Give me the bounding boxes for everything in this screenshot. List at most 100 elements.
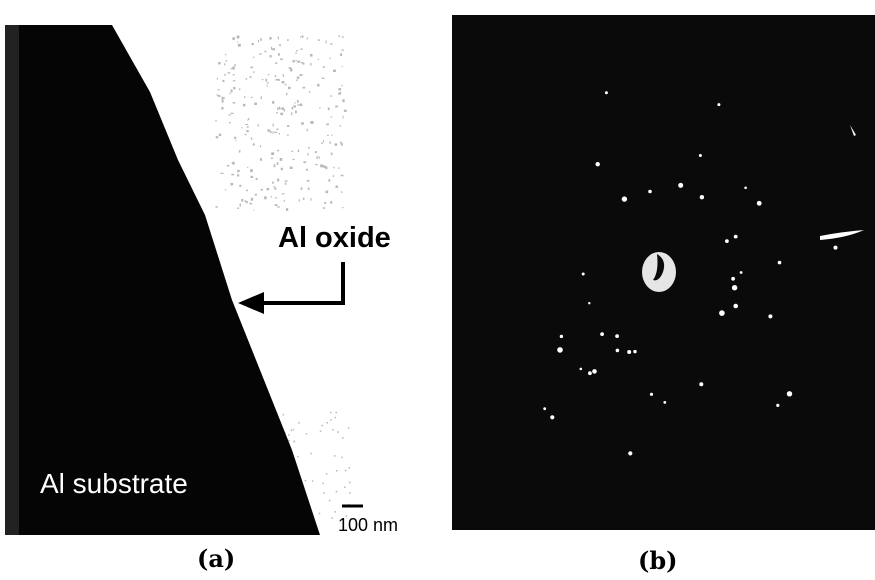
oxide-speckle: [325, 190, 329, 194]
diffraction-spot: [648, 189, 652, 194]
oxide-speckle: [254, 193, 257, 196]
oxide-speckle: [221, 96, 224, 100]
oxide-speckle: [215, 120, 217, 122]
oxide-speckle: [280, 112, 284, 116]
oxide-speckle: [282, 413, 285, 416]
oxide-speckle: [273, 164, 276, 168]
diffraction-spot: [592, 369, 597, 374]
diffraction-spot: [588, 371, 592, 376]
diffraction-spot: [744, 186, 747, 190]
oxide-speckle: [282, 74, 284, 77]
oxide-speckle: [280, 167, 283, 171]
oxide-speckle: [319, 107, 321, 109]
oxide-speckle: [274, 204, 278, 206]
diffraction-spot: [663, 401, 667, 404]
oxide-speckle: [272, 131, 274, 134]
oxide-speckle: [295, 59, 297, 62]
oxide-speckle: [233, 87, 236, 90]
oxide-speckle: [336, 470, 338, 472]
oxide-speckle: [319, 430, 322, 432]
oxide-speckle: [295, 110, 297, 114]
oxide-speckle: [328, 179, 331, 182]
diffraction-spot: [595, 162, 600, 167]
diffraction-spot: [550, 415, 555, 420]
oxide-speckle: [284, 182, 287, 185]
oxide-speckle: [297, 149, 300, 153]
oxide-speckle: [255, 178, 258, 180]
oxide-speckle: [335, 490, 338, 493]
oxide-speckle: [288, 67, 292, 69]
oxide-speckle: [247, 119, 249, 121]
oxide-speckle: [232, 74, 235, 76]
oxide-speckle: [232, 66, 235, 70]
oxide-speckle: [254, 102, 257, 105]
oxide-speckle: [342, 99, 345, 103]
oxide-speckle: [333, 69, 336, 72]
oxide-speckle: [281, 193, 285, 195]
oxide-speckle: [325, 40, 327, 44]
al-substrate-region: [5, 25, 320, 535]
diffraction-spot: [615, 334, 619, 338]
oxide-speckle: [217, 89, 220, 91]
oxide-speckle: [332, 175, 334, 177]
oxide-speckle: [306, 37, 308, 40]
oxide-speckle: [331, 134, 333, 136]
oxide-speckle: [261, 78, 264, 81]
oxide-speckle: [314, 151, 317, 154]
oxide-speckle: [276, 128, 279, 130]
oxide-speckle: [325, 166, 328, 170]
oxide-speckle: [270, 46, 273, 50]
oxide-speckle: [250, 66, 254, 69]
oxide-speckle: [340, 191, 343, 193]
oxide-speckle: [215, 136, 219, 139]
oxide-speckle: [244, 134, 247, 136]
diffraction-spot: [678, 182, 684, 188]
oxide-speckle: [232, 161, 235, 165]
oxide-speckle: [342, 207, 344, 209]
oxide-speckle: [347, 427, 350, 429]
diffraction-spots: [543, 91, 838, 456]
oxide-speckle: [292, 158, 295, 160]
oxide-speckle: [303, 161, 307, 164]
diffraction-spot: [604, 91, 608, 95]
oxide-speckle: [279, 158, 283, 161]
oxide-speckle: [244, 96, 246, 98]
oxide-speckle: [285, 208, 289, 211]
oxide-speckle: [308, 146, 310, 149]
oxide-speckle: [246, 130, 249, 133]
oxide-speckle: [284, 83, 287, 86]
oxide-speckle: [260, 96, 262, 100]
oxide-speckle: [228, 114, 231, 116]
panel-a-caption: (a): [197, 544, 236, 573]
oxide-speckle: [284, 180, 288, 182]
diffraction-spot: [699, 382, 704, 387]
oxide-speckle: [232, 37, 235, 40]
oxide-speckle: [291, 112, 293, 116]
oxide-speckle: [250, 197, 254, 201]
oxide-speckle: [289, 166, 293, 169]
oxide-speckle: [277, 206, 280, 208]
oxide-speckle: [302, 86, 306, 89]
oxide-speckle: [331, 517, 333, 519]
oxide-speckle: [341, 85, 343, 87]
oxide-speckle: [298, 422, 300, 424]
oxide-speckle: [292, 60, 295, 63]
oxide-speckle: [296, 50, 298, 52]
oxide-speckle: [283, 200, 285, 202]
diffraction-spot: [581, 272, 585, 276]
oxide-speckle: [218, 62, 221, 65]
oxide-speckle: [301, 122, 304, 125]
oxide-speckle: [311, 480, 314, 482]
oxide-speckle: [322, 207, 326, 209]
oxide-speckle: [306, 128, 308, 132]
oxide-speckle: [278, 133, 280, 135]
oxide-speckle: [272, 181, 274, 184]
oxide-speckle: [267, 129, 270, 132]
oxide-speckle: [330, 200, 333, 204]
oxide-speckle: [344, 486, 346, 488]
oxide-speckle: [228, 121, 231, 124]
oxide-speckle: [300, 62, 304, 64]
oxide-speckle: [293, 440, 295, 443]
oxide-speckle: [229, 92, 231, 95]
corner-streak: [850, 125, 856, 136]
